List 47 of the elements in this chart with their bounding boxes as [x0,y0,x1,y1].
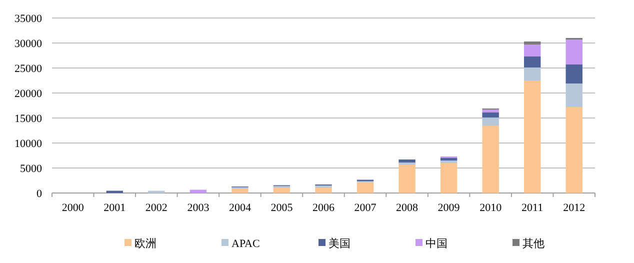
bar [356,182,374,193]
x-tick-label: 2002 [145,202,168,214]
bar [398,164,416,193]
bar [524,44,541,56]
y-tick-label: 15000 [14,113,42,125]
legend-label: 中国 [426,237,448,250]
x-tick-label: 2012 [563,202,586,214]
x-tick-label: 2010 [480,202,502,214]
bar [566,64,582,84]
bar [482,110,499,112]
y-tick-label: 20000 [14,88,42,100]
bar [524,68,541,80]
x-tick-label: 2008 [396,202,419,214]
y-tick-label: 30000 [14,38,42,50]
x-tick-label: 2000 [62,202,84,214]
x-tick-label: 2003 [187,202,210,214]
bar [232,188,248,193]
bar [482,118,499,126]
bar [566,84,582,107]
bar [524,56,541,68]
y-tick-label: 5000 [20,163,42,175]
y-tick-label: 25000 [14,63,42,75]
bar [482,126,499,193]
legend-label: APAC [232,238,260,250]
bar [482,112,499,118]
legend-label: 其他 [522,237,544,250]
bar [440,163,458,193]
x-tick-label: 2007 [354,202,377,214]
bar [315,188,332,193]
x-tick-label: 2009 [438,202,460,214]
x-tick-label: 2011 [522,202,544,214]
bar [566,107,582,193]
x-tick-label: 2004 [228,202,252,214]
y-tick-label: 35000 [14,13,42,25]
x-tick-label: 2005 [270,202,294,214]
y-tick-label: 0 [36,188,42,200]
bar [566,40,582,64]
bar [398,160,416,162]
bar [273,188,290,193]
legend-label: 欧洲 [134,237,156,250]
bar [190,190,207,193]
x-tick-label: 2006 [312,202,335,214]
y-tick-label: 10000 [14,138,42,150]
x-tick-label: 2001 [104,202,126,214]
legend-label: 美国 [328,237,350,250]
bar [524,42,541,44]
bar [524,80,541,193]
